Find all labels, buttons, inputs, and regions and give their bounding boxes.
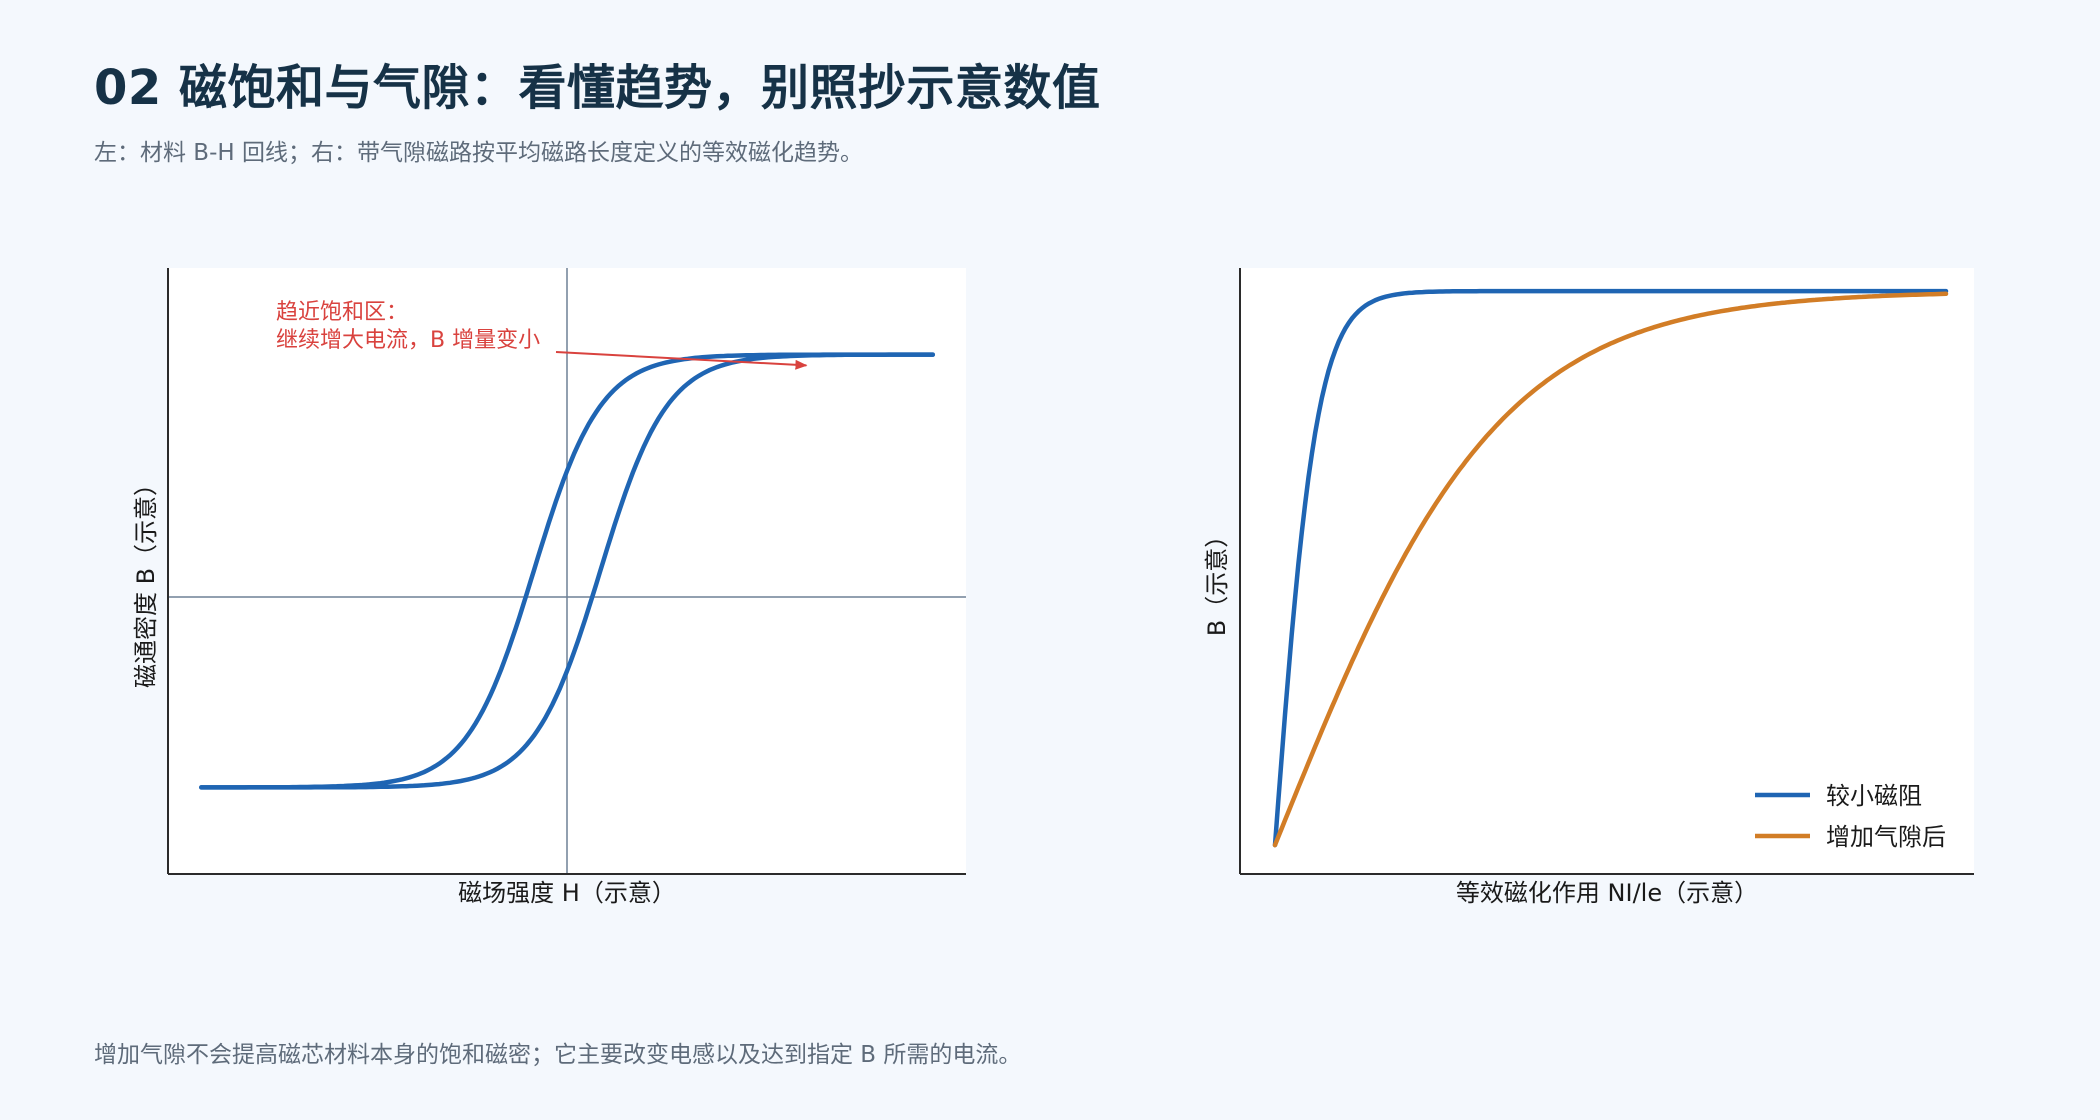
- mag-legend: 较小磁阻 增加气隙后: [1755, 782, 1946, 851]
- bh-y-axis-label: 磁通密度 B（示意）: [132, 472, 160, 688]
- legend-label-low-reluctance: 较小磁阻: [1826, 782, 1922, 810]
- bh-annotation-arrow: [555, 351, 808, 370]
- bh-annotation-line-2: 继续增大电流，B 增量变小: [276, 328, 540, 353]
- bh-loop-chart: 趋近饱和区： 继续增大电流，B 增量变小 磁场强度 H（示意） 磁通密度 B（示…: [132, 268, 966, 907]
- footer-note: 增加气隙不会提高磁芯材料本身的饱和磁密；它主要改变电感以及达到指定 B 所需的电…: [94, 1042, 1022, 1068]
- bh-annotation-line-1: 趋近饱和区：: [276, 300, 408, 325]
- mag-plot-area: [1240, 268, 1974, 874]
- legend-label-with-airgap: 增加气隙后: [1826, 823, 1946, 851]
- page-subtitle: 左：材料 B-H 回线；右：带气隙磁路按平均磁路长度定义的等效磁化趋势。: [94, 140, 863, 166]
- page-title: 02 磁饱和与气隙：看懂趋势，别照抄示意数值: [94, 60, 1101, 116]
- magnetization-chart: 较小磁阻 增加气隙后 等效磁化作用 NI/le（示意） B（示意）: [1203, 268, 1974, 907]
- mag-x-axis-label: 等效磁化作用 NI/le（示意）: [1456, 879, 1758, 907]
- bh-series-descending-branch: [199, 352, 936, 790]
- mag-series-with-airgap: [1272, 291, 1949, 848]
- bh-x-axis-label: 磁场强度 H（示意）: [458, 879, 676, 907]
- mag-y-axis-label: B（示意）: [1203, 524, 1231, 636]
- mag-series-low-reluctance: [1272, 288, 1949, 848]
